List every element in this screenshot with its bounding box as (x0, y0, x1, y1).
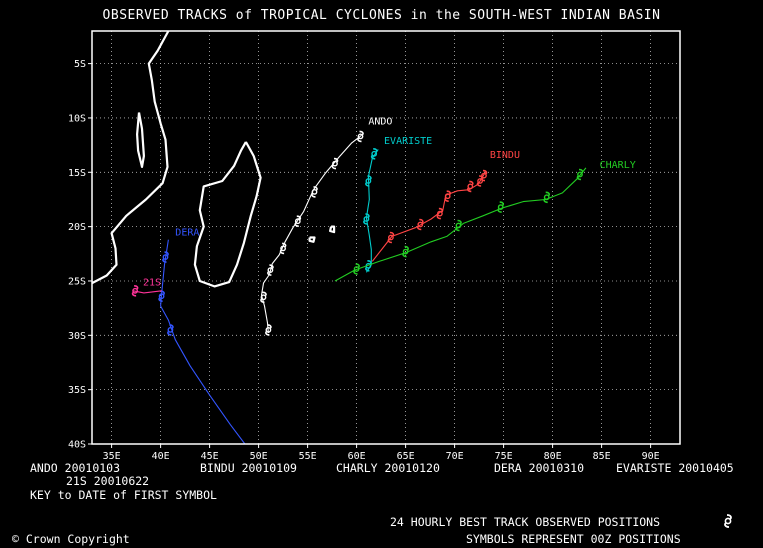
tick-label-lon: 85E (593, 451, 611, 462)
track-charly (334, 167, 587, 282)
cyclone-tracks (131, 130, 587, 444)
tick-label-lat: 35S (68, 385, 86, 396)
tick-label-lon: 60E (348, 451, 366, 462)
coastlines (92, 31, 336, 288)
copyright: © Crown Copyright (12, 532, 130, 546)
key-charly: CHARLY 20010120 (336, 461, 440, 475)
cyclone-symbol (357, 130, 364, 143)
cyclone-symbol (543, 191, 551, 204)
cyclone-symbol (365, 175, 372, 187)
tick-label-lat: 20S (68, 222, 86, 233)
coastline (136, 112, 145, 168)
key-evariste: EVARISTE 20010405 (616, 461, 734, 475)
coastline (193, 141, 262, 288)
tick-label-lat: 40S (68, 440, 86, 451)
axis-ticks: 35E 40E 45E 50E 55E 60E 65E 70E 75E 80E 85E 90E 5S 10… (68, 59, 660, 462)
cyclone-symbol (363, 213, 370, 225)
storm-label-evariste: EVARISTE (384, 136, 432, 147)
cyclone-symbol (311, 186, 318, 198)
grid-lines (92, 31, 680, 445)
key-dera: DERA 20010310 (494, 461, 585, 475)
cyclone-symbol (402, 245, 409, 258)
cyclone-symbol (267, 264, 274, 276)
tick-label-lon: 45E (201, 451, 219, 462)
track-dera (160, 239, 246, 444)
map-frame (91, 30, 681, 445)
tick-label-lat: 5S (74, 59, 86, 70)
tick-label-lon: 70E (446, 451, 464, 462)
cyclone-symbol (387, 231, 395, 244)
cyclone-symbol (265, 324, 272, 336)
cyclone-symbol (576, 168, 584, 181)
cyclone-symbol (466, 180, 474, 193)
storm-label-charly: CHARLY (600, 160, 636, 171)
cyclone-symbol (331, 157, 339, 170)
copyright-icon: © (12, 532, 19, 546)
track-bindu (371, 170, 487, 262)
tick-label-lat: 30S (68, 331, 86, 342)
storm-label-21s: 21S (143, 277, 161, 288)
cyclone-symbol (353, 263, 360, 275)
storm-label-ando: ANDO (368, 116, 392, 127)
storm-label-dera: DERA (175, 227, 199, 238)
cyclone-symbol (279, 242, 287, 255)
cyclone-symbol (167, 324, 174, 336)
positions-note-1: 24 HOURLY BEST TRACK OBSERVED POSITIONS (390, 515, 661, 529)
cyclone-symbol (444, 190, 452, 202)
cyclone-symbol (260, 291, 267, 304)
cyclone-symbol (294, 215, 302, 227)
tick-label-lon: 35E (103, 451, 121, 462)
cyclone-symbol (436, 207, 444, 220)
key-note: KEY to DATE of FIRST SYMBOL (30, 488, 217, 502)
tick-label-lon: 90E (642, 451, 660, 462)
coastline (308, 236, 316, 243)
cyclone-symbol (455, 219, 462, 232)
positions-note-2: SYMBOLS REPRESENT 00Z POSITIONS (466, 532, 681, 546)
page-title: OBSERVED TRACKS of TROPICAL CYCLONES in … (102, 8, 661, 23)
coastline (329, 225, 336, 234)
storm-label-bindu: BINDU (490, 150, 520, 161)
coastline (92, 31, 170, 285)
cyclone-symbol (370, 148, 378, 160)
cyclone-symbol (416, 218, 424, 231)
tick-label-lon: 40E (152, 451, 170, 462)
key-ando: ANDO 20010103 (30, 461, 121, 475)
tick-label-lon: 50E (250, 451, 268, 462)
track-evariste (365, 149, 379, 273)
tick-label-lon: 75E (495, 451, 513, 462)
legend-cyclone-icon (724, 514, 732, 528)
cyclone-symbol (480, 169, 488, 182)
tick-label-lon: 80E (544, 451, 562, 462)
tick-label-lat: 15S (68, 168, 86, 179)
key-21s: 21S 20010622 (66, 474, 150, 488)
cyclone-symbol (131, 284, 139, 297)
tick-label-lat: 25S (68, 276, 86, 287)
tick-label-lon: 65E (397, 451, 415, 462)
tick-label-lat: 10S (68, 113, 86, 124)
cyclone-symbol (162, 251, 169, 263)
track-ando (260, 134, 362, 334)
storm-labels: ANDO EVARISTE BINDU CHARLY DERA 21S (143, 116, 636, 288)
cyclone-symbol (497, 201, 505, 213)
tick-label-lon: 55E (299, 451, 317, 462)
key-bindu: BINDU 20010109 (200, 461, 297, 475)
